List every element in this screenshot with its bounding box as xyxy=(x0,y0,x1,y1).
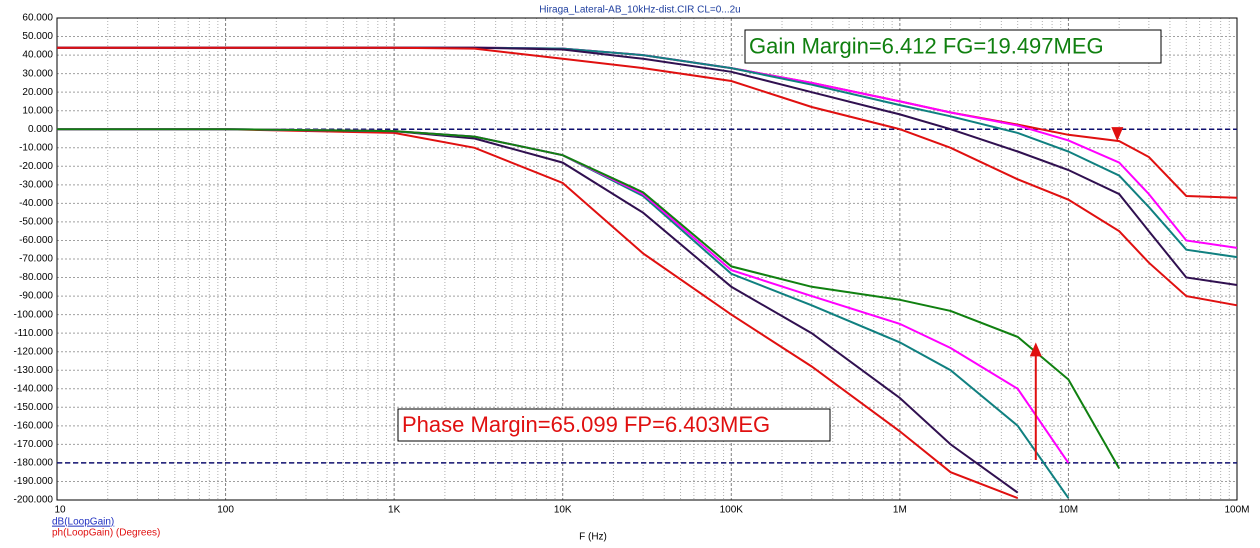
y-axis-label: dB(LoopGain) xyxy=(52,517,114,528)
y-tick-label: 40.000 xyxy=(22,50,53,61)
x-tick-label: 1K xyxy=(388,505,401,516)
y-tick-label: -150.000 xyxy=(14,402,54,413)
y-tick-label: -20.000 xyxy=(19,161,53,172)
y-tick-label: -10.000 xyxy=(19,142,53,153)
y-tick-label: -80.000 xyxy=(19,272,53,283)
y-axis-label-2: ph(LoopGain) (Degrees) xyxy=(52,528,160,539)
series-line xyxy=(57,128,1121,469)
y-tick-label: -50.000 xyxy=(19,217,53,228)
annotation: Phase Margin=65.099 FP=6.403MEG xyxy=(402,412,770,437)
x-axis-label: F (Hz) xyxy=(579,532,607,543)
y-tick-label: 30.000 xyxy=(22,68,53,79)
plot-frame xyxy=(56,17,1238,501)
x-tick-label: 10M xyxy=(1059,505,1078,516)
y-tick-label: 50.000 xyxy=(22,31,53,42)
series-line xyxy=(57,46,1238,307)
y-tick-label: -90.000 xyxy=(19,291,53,302)
chart-title: Hiraga_Lateral-AB_10kHz-dist.CIR CL=0...… xyxy=(539,5,740,16)
y-tick-label: 20.000 xyxy=(22,87,53,98)
y-tick-label: -40.000 xyxy=(19,198,53,209)
x-tick-label: 100M xyxy=(1224,505,1249,516)
y-tick-label: 0.000 xyxy=(28,124,53,135)
marker-arrow xyxy=(1111,127,1124,142)
y-tick-label: -200.000 xyxy=(14,495,54,506)
y-tick-label: -30.000 xyxy=(19,179,53,190)
y-tick-label: -190.000 xyxy=(14,476,54,487)
y-tick-label: -60.000 xyxy=(19,235,53,246)
marker-arrow xyxy=(1029,342,1042,357)
y-tick-label: -70.000 xyxy=(19,254,53,265)
y-tick-label: -180.000 xyxy=(14,458,54,469)
y-tick-label: -120.000 xyxy=(14,346,54,357)
y-tick-label: -160.000 xyxy=(14,420,54,431)
x-tick-label: 10K xyxy=(554,505,572,516)
y-tick-label: -170.000 xyxy=(14,439,54,450)
y-tick-label: -140.000 xyxy=(14,383,54,394)
y-tick-label: -110.000 xyxy=(14,328,53,339)
annotation-box xyxy=(397,408,831,442)
x-tick-label: 100K xyxy=(720,505,744,516)
y-tick-label: -100.000 xyxy=(14,309,54,320)
y-tick-label: -130.000 xyxy=(14,365,54,376)
x-tick-label: 1M xyxy=(893,505,907,516)
series-line xyxy=(57,128,1019,500)
x-tick-label: 10 xyxy=(54,505,66,516)
y-tick-label: 10.000 xyxy=(22,105,53,116)
x-tick-label: 100 xyxy=(217,505,234,516)
y-tick-label: 60.000 xyxy=(22,13,53,24)
annotation: Gain Margin=6.412 FG=19.497MEG xyxy=(749,33,1104,58)
annotation-box xyxy=(744,29,1162,64)
